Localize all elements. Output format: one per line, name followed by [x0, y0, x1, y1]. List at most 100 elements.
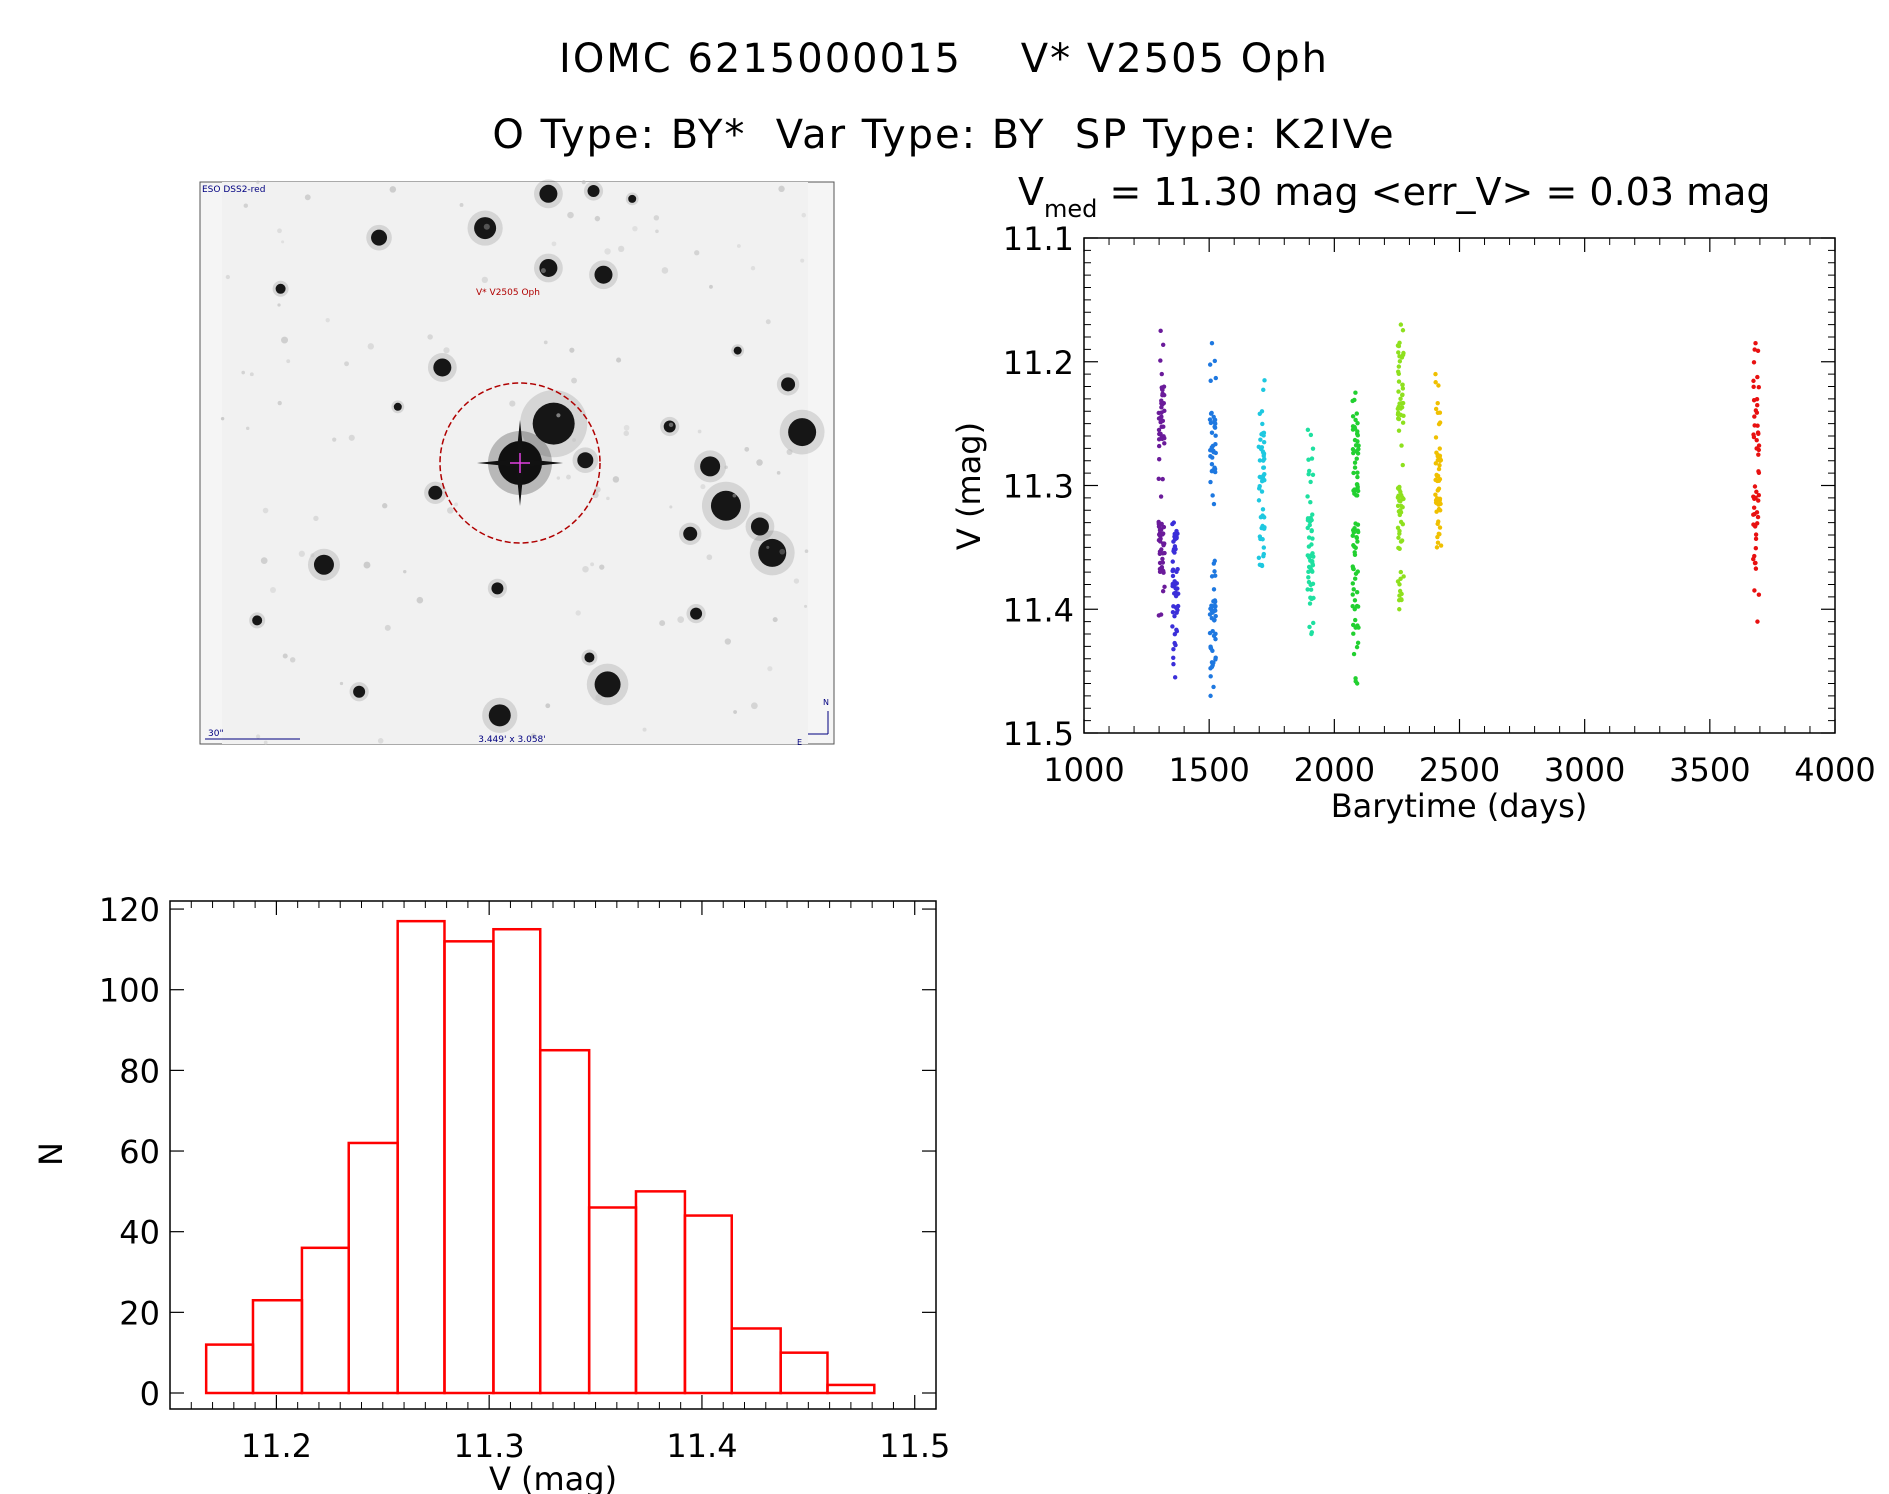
lc-point — [1171, 539, 1176, 544]
lc-point — [1305, 587, 1310, 592]
lc-point — [1352, 576, 1358, 581]
lc-point — [1157, 527, 1163, 533]
lc-point — [1436, 421, 1442, 427]
finder-noise — [427, 334, 433, 340]
lc-point — [1160, 436, 1165, 442]
lc-point — [1437, 525, 1443, 530]
lc-point — [1261, 458, 1266, 463]
finder-noise — [571, 377, 577, 384]
lc-point — [1159, 424, 1164, 430]
lc-point — [1210, 493, 1215, 498]
finder-noise — [590, 562, 595, 567]
lc-point — [1437, 508, 1443, 513]
finder-noise — [344, 361, 349, 367]
lc-point — [1172, 631, 1178, 637]
hist-bar — [826, 1383, 876, 1395]
finder-star — [488, 704, 511, 727]
hist-bar — [538, 1048, 591, 1395]
lc-point — [1208, 674, 1213, 679]
finder-noise — [243, 203, 249, 208]
finder-noise — [694, 250, 700, 256]
finder-noise — [776, 470, 781, 475]
lc-point — [1213, 375, 1218, 381]
finder-noise — [604, 248, 611, 255]
lc-point — [1351, 631, 1356, 636]
lc-point — [1159, 385, 1164, 390]
finder-noise — [281, 336, 289, 344]
hist-bar — [204, 1343, 255, 1395]
lc-point — [1260, 537, 1265, 542]
hist-ytick-label: 40 — [119, 1214, 160, 1252]
lc-point — [1212, 569, 1217, 574]
lc-ytick-label: 11.2 — [1003, 344, 1074, 382]
hist-ytick-label: 60 — [119, 1133, 160, 1171]
lc-point — [1437, 446, 1442, 451]
lc-point — [1258, 514, 1264, 520]
finder-noise — [572, 438, 576, 442]
hist-bar — [634, 1190, 687, 1395]
finder-noise — [786, 448, 793, 456]
lc-point — [1212, 598, 1218, 603]
finder-noise — [277, 303, 281, 307]
finder-noise — [556, 413, 561, 418]
lc-xtick-label: 3000 — [1544, 751, 1625, 789]
lc-point — [1399, 597, 1404, 603]
lc-point — [1754, 410, 1760, 415]
lc-point — [1400, 352, 1406, 358]
finder-noise — [459, 203, 464, 207]
finder-star — [587, 184, 600, 197]
lc-point — [1353, 571, 1359, 576]
finder-noise — [363, 561, 371, 569]
lc-point — [1433, 380, 1438, 385]
lc-point — [1756, 469, 1761, 474]
hist-bar — [587, 1206, 638, 1395]
finder-star — [781, 377, 796, 392]
lc-point — [1260, 507, 1266, 512]
lc-title-main: V — [1018, 170, 1044, 214]
lc-point — [1754, 489, 1759, 494]
lc-point — [1259, 563, 1265, 569]
finder-noise — [377, 738, 384, 744]
lc-point — [1259, 489, 1265, 494]
finder-noise — [277, 228, 282, 234]
lc-point — [1751, 398, 1757, 403]
lc-point — [1398, 396, 1403, 401]
lc-ylabel: V (mag) — [950, 422, 988, 550]
finder-noise — [225, 274, 230, 280]
finder-noise — [659, 620, 666, 627]
lc-point — [1756, 493, 1762, 498]
lc-point — [1755, 402, 1760, 408]
lc-point — [1351, 543, 1356, 548]
lc-point — [1350, 581, 1356, 586]
finder-noise — [332, 437, 337, 442]
finder-noise — [566, 474, 571, 480]
lc-point — [1310, 563, 1316, 568]
finder-star — [353, 685, 366, 698]
lc-point — [1308, 432, 1314, 438]
finder-noise — [447, 507, 454, 514]
lc-point — [1751, 378, 1756, 384]
lc-point — [1354, 590, 1360, 595]
lc-point — [1210, 648, 1215, 653]
lc-point — [1209, 603, 1214, 608]
finder-noise — [255, 734, 261, 739]
hist-bar — [347, 1141, 399, 1395]
lc-point — [1755, 348, 1761, 354]
compass-north-label: N — [823, 698, 829, 707]
finder-noise — [744, 446, 750, 452]
lc-point — [1355, 439, 1360, 444]
hist-ylabel: N — [32, 1142, 70, 1166]
lc-point — [1753, 340, 1758, 346]
lc-point — [1756, 452, 1761, 457]
lc-point — [1351, 450, 1356, 456]
lc-point — [1756, 443, 1762, 448]
lc-point — [1172, 613, 1177, 619]
lc-point — [1171, 646, 1176, 652]
lc-point — [1355, 640, 1361, 646]
lc-point — [1213, 450, 1218, 456]
finder-noise — [348, 434, 355, 441]
lc-point — [1261, 433, 1266, 438]
finder-noise — [416, 596, 424, 604]
lc-point — [1752, 560, 1758, 566]
